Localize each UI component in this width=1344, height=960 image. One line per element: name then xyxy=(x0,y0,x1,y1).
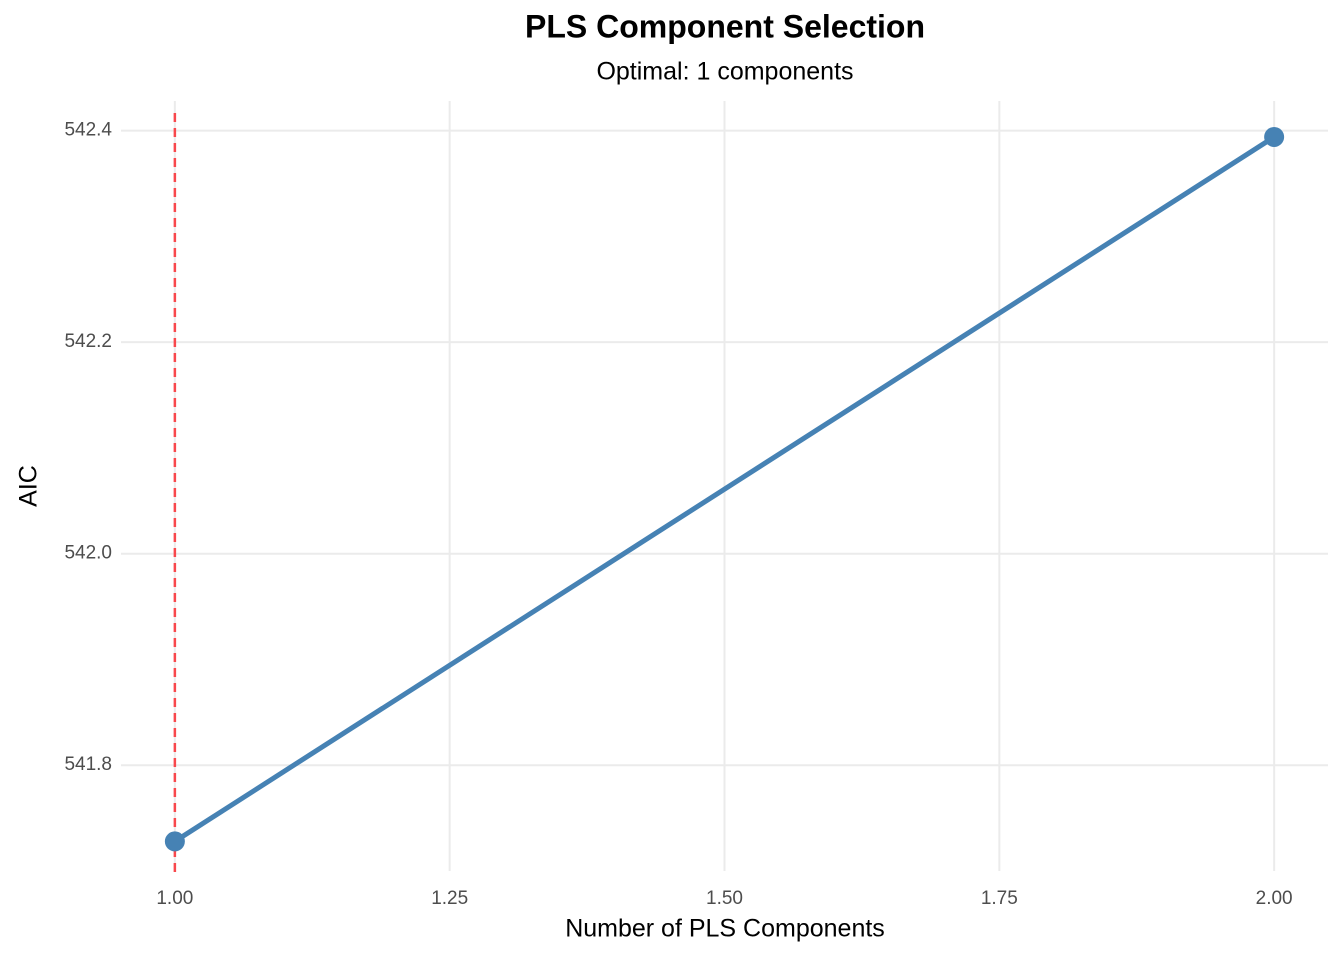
y-tick-label: 542.2 xyxy=(64,331,112,352)
y-axis-label: AIC xyxy=(15,465,43,507)
y-tick-label: 542.0 xyxy=(64,543,112,564)
x-tick-label: 1.00 xyxy=(156,888,193,909)
x-tick-label: 2.00 xyxy=(1256,888,1293,909)
chart-title: PLS Component Selection xyxy=(525,8,925,44)
y-tick-label: 542.4 xyxy=(64,120,112,141)
point xyxy=(164,831,185,852)
x-axis-label: Number of PLS Components xyxy=(565,915,885,943)
x-tick-label: 1.25 xyxy=(431,888,468,909)
x-tick-label: 1.50 xyxy=(706,888,743,909)
line xyxy=(173,134,1276,844)
x-tick-label: 1.75 xyxy=(981,888,1018,909)
chart-subtitle: Optimal: 1 components xyxy=(596,58,853,86)
point xyxy=(1264,126,1285,147)
y-tick-label: 541.8 xyxy=(64,754,112,775)
